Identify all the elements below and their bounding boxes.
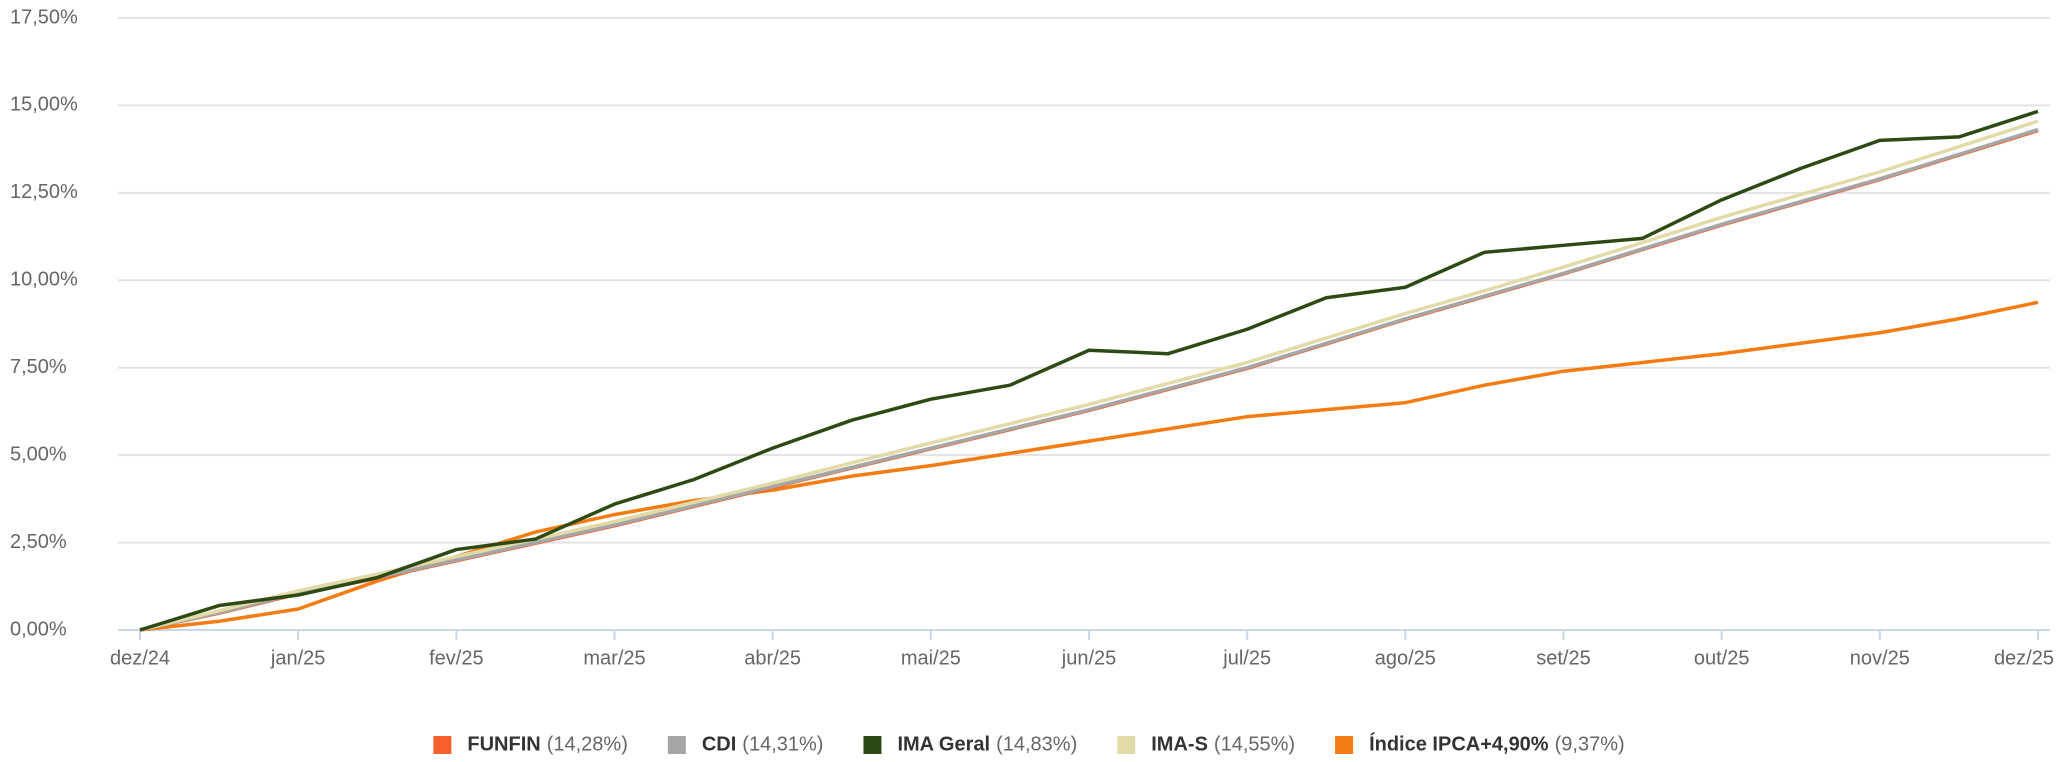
legend-name: CDI bbox=[702, 733, 736, 755]
legend-name: Índice IPCA+4,90% bbox=[1369, 732, 1549, 755]
x-tick-label: mai/25 bbox=[901, 647, 961, 669]
series-line bbox=[139, 109, 2039, 632]
y-tick-label: 2,50% bbox=[10, 531, 67, 553]
x-tick-label: ago/25 bbox=[1375, 647, 1436, 669]
x-tick-label: fev/25 bbox=[429, 647, 483, 669]
y-tick-label: 5,00% bbox=[10, 443, 67, 465]
legend-swatch bbox=[863, 736, 882, 754]
legend-swatch bbox=[1117, 736, 1136, 754]
x-tick-label: jan/25 bbox=[270, 647, 326, 669]
legend-value: (14,83%) bbox=[996, 733, 1077, 755]
x-tick-label: jun/25 bbox=[1061, 647, 1117, 669]
legend-swatch bbox=[433, 736, 452, 754]
series-line bbox=[139, 128, 2039, 632]
legend: FUNFIN (14,28%) CDI (14,31%) IMA Geral (14,83… bbox=[433, 732, 1625, 755]
legend-value: (14,55%) bbox=[1214, 733, 1295, 755]
legend-swatch bbox=[667, 736, 686, 754]
y-tick-label: 17,50% bbox=[10, 6, 78, 28]
y-tick-label: 15,00% bbox=[10, 94, 78, 116]
legend-name: IMA-S bbox=[1151, 733, 1208, 755]
y-tick-label: 0,00% bbox=[10, 618, 67, 640]
legend-swatch bbox=[1335, 736, 1354, 754]
legend-name: IMA Geral bbox=[897, 733, 990, 755]
y-tick-label: 7,50% bbox=[10, 356, 67, 378]
x-tick-label: dez/24 bbox=[110, 647, 170, 669]
legend-name: FUNFIN bbox=[467, 733, 540, 755]
y-tick-label: 10,00% bbox=[10, 269, 78, 291]
series-line bbox=[139, 127, 2039, 632]
legend-value: (9,37%) bbox=[1555, 733, 1625, 755]
x-tick-label: jul/25 bbox=[1222, 647, 1271, 669]
x-tick-label: mar/25 bbox=[583, 647, 645, 669]
y-tick-label: 12,50% bbox=[10, 181, 78, 203]
x-tick-label: set/25 bbox=[1536, 647, 1590, 669]
legend-value: (14,28%) bbox=[547, 733, 628, 755]
x-tick-label: nov/25 bbox=[1850, 647, 1910, 669]
series-line bbox=[139, 119, 2039, 632]
legend-value: (14,31%) bbox=[742, 733, 823, 755]
x-tick-label: out/25 bbox=[1694, 647, 1750, 669]
x-tick-label: abr/25 bbox=[744, 647, 801, 669]
x-tick-label: dez/25 bbox=[1994, 647, 2054, 669]
